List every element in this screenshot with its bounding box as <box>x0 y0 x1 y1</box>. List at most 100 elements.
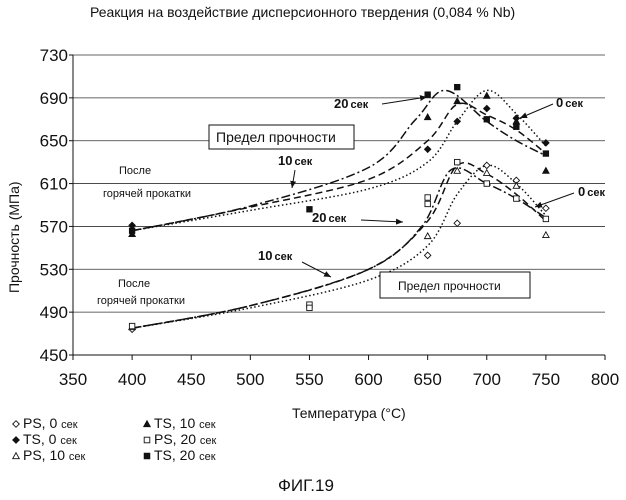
point-square-open-3 <box>424 194 431 201</box>
after-rolling-upper-line2: горячей прокатки <box>103 188 191 200</box>
ps20-label-num: 20 <box>312 210 326 225</box>
legend-label-diamond-open: PS, 0 сек <box>23 415 78 431</box>
ps0-label-num: 0 <box>578 184 585 199</box>
ts10-label: 10 сек <box>278 153 313 168</box>
curve-ps0 <box>131 164 547 329</box>
legend-label-diamond-filled: TS, 0 сек <box>23 431 77 447</box>
legend-series-name: TS, 0 <box>23 431 60 447</box>
y-tick-label-570: 570 <box>40 217 68 236</box>
point-square-filled-2 <box>424 91 431 98</box>
point-triangle-filled-1 <box>423 113 432 121</box>
tensile-upper-box <box>208 124 355 150</box>
legend-marker-diamond-filled <box>12 436 20 444</box>
point-square-open-2 <box>306 304 313 312</box>
legend-series-unit: сек <box>61 419 78 431</box>
ts10-arrow <box>290 169 297 189</box>
x-tick-label-500: 500 <box>236 370 264 389</box>
legend-series-name: PS, 10 <box>23 447 69 463</box>
ps20-arrow <box>360 218 404 225</box>
ts20-label: 20 сек <box>334 96 369 111</box>
curve-ts10 <box>131 102 547 232</box>
point-diamond-open-3 <box>482 161 491 170</box>
ps20-label-unit: сек <box>328 213 346 225</box>
curve-ts0 <box>131 89 547 232</box>
legend-label-triangle-filled: TS, 10 сек <box>154 415 216 431</box>
point-triangle-open-3 <box>482 168 491 176</box>
legend-series-name: PS, 20 <box>154 431 200 447</box>
curves <box>131 89 547 329</box>
legend-series-unit: сек <box>69 451 86 463</box>
legend-marker-triangle-filled <box>142 419 152 428</box>
ps10-label: 10 сек <box>258 248 293 263</box>
point-triangle-filled-2 <box>453 96 462 105</box>
legend-marker-square-open <box>143 436 151 444</box>
y-tick-label-530: 530 <box>40 260 68 279</box>
after-rolling-upper-line1: После <box>119 165 151 177</box>
point-diamond-filled-3 <box>482 104 491 113</box>
point-square-open-6 <box>483 180 490 187</box>
point-square-filled-6 <box>542 150 550 157</box>
x-tick-label-600: 600 <box>354 370 382 389</box>
ts20-arrow <box>381 95 428 105</box>
y-tick-label-450: 450 <box>40 346 68 365</box>
x-tick-label-650: 650 <box>413 370 441 389</box>
point-square-filled-1 <box>306 206 313 213</box>
point-triangle-filled-5 <box>541 166 550 174</box>
ts0-label: 0 сек <box>556 95 583 110</box>
y-tick-label-690: 690 <box>40 89 68 108</box>
point-square-open-4 <box>424 200 431 208</box>
ps10-arrow <box>301 261 332 278</box>
legend-series-unit: сек <box>60 435 77 447</box>
ps0-label-unit: сек <box>587 187 605 199</box>
point-square-open-7 <box>513 195 520 202</box>
legend-series-unit: сек <box>200 435 217 447</box>
y-tick-label-730: 730 <box>40 46 68 65</box>
ps10-label-unit: сек <box>274 251 292 263</box>
point-square-filled-0 <box>128 227 136 234</box>
y-axis-title: Прочность (МПа) <box>6 181 22 293</box>
y-tick-label-650: 650 <box>40 132 68 151</box>
legend-marker-triangle-open <box>11 451 21 460</box>
tensile-upper-label: Предел прочности <box>216 129 336 145</box>
point-triangle-open-5 <box>541 230 550 239</box>
legend-series-name: TS, 20 <box>154 447 199 463</box>
x-tick-label-750: 750 <box>532 370 560 389</box>
point-diamond-open-2 <box>453 219 462 228</box>
point-diamond-open-5 <box>542 204 550 213</box>
x-tick-label-800: 800 <box>591 370 619 389</box>
ps0-label: 0 сек <box>578 184 605 199</box>
tensile-lower-box <box>379 271 531 299</box>
point-diamond-filled-1 <box>423 145 432 154</box>
ts0-arrow <box>519 103 554 119</box>
ts10-label-num: 10 <box>278 153 292 168</box>
annotations: После горячей прокатки После горячей про… <box>97 95 605 307</box>
ts0-label-unit: сек <box>565 98 583 110</box>
curve-ts20 <box>131 89 547 232</box>
x-tick-label-450: 450 <box>177 370 205 389</box>
after-rolling-lower-line2: горячей прокатки <box>97 295 185 307</box>
curve-ps10 <box>131 161 547 329</box>
ts20-label-unit: сек <box>350 99 368 111</box>
point-triangle-open-1 <box>423 231 432 240</box>
y-tick-label-610: 610 <box>40 175 68 194</box>
ts20-label-num: 20 <box>334 96 348 111</box>
ps20-label: 20 сек <box>312 210 347 225</box>
data-markers <box>128 83 550 334</box>
point-triangle-open-4 <box>512 181 521 189</box>
point-square-open-8 <box>542 215 550 223</box>
x-tick-label-400: 400 <box>118 370 146 389</box>
after-rolling-lower-line1: После <box>118 278 150 290</box>
tensile-lower-label: Предел прочности <box>398 279 501 293</box>
y-tick-label-490: 490 <box>40 303 68 322</box>
legend-marker-diamond-open <box>12 420 20 428</box>
legend-label-square-open: PS, 20 сек <box>154 431 217 447</box>
point-square-open-0 <box>128 322 136 330</box>
legend-label-square-filled: TS, 20 сек <box>154 447 216 463</box>
point-diamond-filled-2 <box>453 117 462 126</box>
legend-label-triangle-open: PS, 10 сек <box>23 447 86 463</box>
x-tick-label-350: 350 <box>59 370 87 389</box>
ts0-label-num: 0 <box>556 95 563 110</box>
legend-series-name: TS, 10 <box>154 415 199 431</box>
legend-series-unit: сек <box>199 451 216 463</box>
